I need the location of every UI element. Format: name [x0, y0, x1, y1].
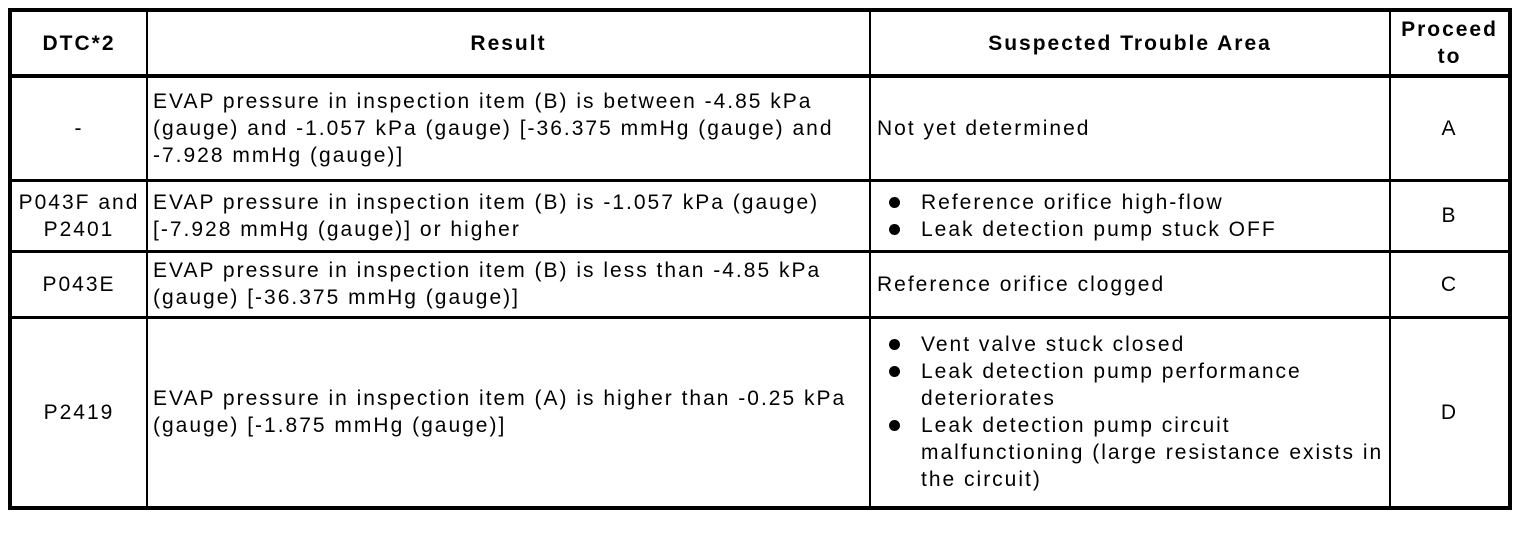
trouble-list: Reference orifice high-flow Leak detecti… [877, 189, 1387, 243]
trouble-list-item: Reference orifice high-flow [889, 189, 1387, 216]
proceed-cell: C [1389, 249, 1511, 319]
result-cell: EVAP pressure in inspection item (A) is … [146, 315, 871, 510]
table-row: P043E EVAP pressure in inspection item (… [9, 249, 1511, 319]
col-header-proceed-to: Proceed to [1389, 8, 1511, 78]
result-cell: EVAP pressure in inspection item (B) is … [146, 74, 871, 182]
proceed-cell: A [1389, 74, 1511, 182]
dtc-cell: P043F and P2401 [9, 178, 148, 253]
proceed-cell: B [1389, 178, 1511, 253]
table-row: P2419 EVAP pressure in inspection item (… [9, 315, 1511, 510]
trouble-text: Leak detection pump performance deterior… [921, 360, 1302, 411]
proceed-cell: D [1389, 315, 1511, 510]
trouble-text: Vent valve stuck closed [921, 333, 1186, 357]
dtc-cell: P2419 [9, 315, 148, 510]
bullet-icon [889, 223, 900, 235]
table-header-row: DTC*2 Result Suspected Trouble Area Proc… [9, 8, 1511, 78]
trouble-cell: Not yet determined [869, 74, 1391, 182]
dtc-cell: - [9, 74, 148, 182]
col-header-suspected-trouble-area: Suspected Trouble Area [869, 8, 1391, 78]
trouble-list-item: Leak detection pump circuit malfunctioni… [889, 412, 1387, 493]
result-cell: EVAP pressure in inspection item (B) is … [146, 178, 871, 253]
trouble-cell: Reference orifice clogged [869, 249, 1391, 319]
trouble-cell: Reference orifice high-flow Leak detecti… [869, 178, 1391, 253]
trouble-list: Vent valve stuck closed Leak detection p… [877, 331, 1387, 493]
trouble-text: Reference orifice high-flow [921, 190, 1224, 214]
col-header-result: Result [146, 8, 871, 78]
trouble-text: Leak detection pump stuck OFF [921, 217, 1277, 241]
bullet-icon [889, 420, 900, 432]
bullet-icon [889, 366, 900, 378]
bullet-icon [889, 196, 900, 208]
table-row: P043F and P2401 EVAP pressure in inspect… [9, 178, 1511, 253]
table-row: - EVAP pressure in inspection item (B) i… [9, 74, 1511, 182]
bullet-icon [889, 339, 900, 351]
trouble-cell: Vent valve stuck closed Leak detection p… [869, 315, 1391, 510]
trouble-text: Leak detection pump circuit malfunctioni… [921, 414, 1384, 492]
trouble-list-item: Leak detection pump stuck OFF [889, 216, 1387, 243]
dtc-cell: P043E [9, 249, 148, 319]
manual-page: DTC*2 Result Suspected Trouble Area Proc… [8, 8, 1512, 510]
trouble-list-item: Vent valve stuck closed [889, 331, 1387, 358]
result-cell: EVAP pressure in inspection item (B) is … [146, 249, 871, 319]
trouble-list-item: Leak detection pump performance deterior… [889, 358, 1387, 412]
col-header-dtc: DTC*2 [9, 8, 148, 78]
dtc-diagnosis-table: DTC*2 Result Suspected Trouble Area Proc… [8, 8, 1512, 510]
